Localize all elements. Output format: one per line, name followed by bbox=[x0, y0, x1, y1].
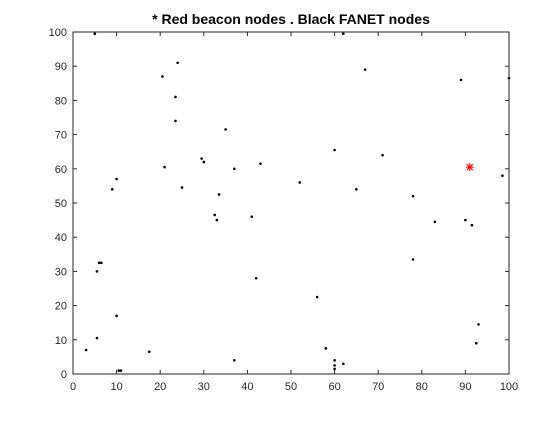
x-tick-label: 0 bbox=[70, 381, 76, 393]
y-tick-label: 30 bbox=[55, 266, 67, 278]
fanet-node-point bbox=[119, 369, 123, 372]
x-tick-label: 60 bbox=[328, 381, 340, 393]
fanet-node-point bbox=[333, 367, 336, 371]
fanet-node-point bbox=[176, 61, 179, 65]
beacon-node-marker bbox=[465, 163, 474, 172]
y-tick-label: 90 bbox=[55, 61, 67, 73]
x-tick-label: 40 bbox=[241, 381, 253, 393]
fanet-node-point bbox=[381, 153, 384, 157]
fanet-node-point bbox=[202, 160, 206, 164]
y-tick-label: 100 bbox=[49, 27, 67, 39]
fanet-node-point bbox=[250, 215, 254, 218]
axes-box bbox=[72, 31, 510, 375]
fanet-node-point bbox=[117, 369, 121, 372]
y-tick-label: 20 bbox=[55, 301, 67, 313]
plot-area bbox=[73, 32, 509, 374]
fanet-node-point bbox=[93, 32, 97, 36]
y-tick-label: 80 bbox=[55, 95, 67, 107]
fanet-node-point bbox=[217, 193, 221, 196]
points-layer bbox=[84, 32, 511, 372]
fanet-node-point bbox=[433, 220, 437, 224]
fanet-node-point bbox=[355, 188, 358, 191]
x-tick-label: 80 bbox=[416, 381, 428, 393]
y-tick-label: 50 bbox=[55, 198, 67, 210]
fanet-node-point bbox=[224, 128, 227, 131]
y-tick-label: 40 bbox=[55, 232, 67, 244]
chart-title: * Red beacon nodes . Black FANET nodes bbox=[152, 11, 430, 27]
fanet-node-point bbox=[315, 295, 319, 299]
fanet-node-point bbox=[363, 68, 367, 71]
fanet-node-point bbox=[259, 162, 262, 165]
fanet-node-point bbox=[95, 336, 99, 340]
fanet-node-point bbox=[233, 359, 236, 362]
fanet-node-point bbox=[115, 177, 118, 181]
fanet-node-point bbox=[233, 167, 236, 171]
fanet-node-point bbox=[84, 348, 88, 352]
fanet-node-point bbox=[470, 223, 474, 227]
fanet-node-point bbox=[95, 270, 99, 273]
fanet-node-point bbox=[110, 188, 114, 191]
fanet-node-point bbox=[411, 194, 415, 198]
x-tick-label: 30 bbox=[198, 381, 210, 393]
x-tick-label: 100 bbox=[500, 381, 518, 393]
y-tick-label: 0 bbox=[61, 369, 67, 381]
fanet-node-point bbox=[333, 364, 336, 367]
y-tick-label: 70 bbox=[55, 130, 67, 142]
fanet-node-point bbox=[333, 148, 336, 152]
x-tick-label: 90 bbox=[459, 381, 471, 393]
fanet-node-point bbox=[174, 95, 177, 99]
fanet-node-point bbox=[411, 258, 415, 261]
fanet-node-point bbox=[174, 119, 177, 123]
fanet-node-point bbox=[100, 261, 103, 265]
fanet-node-point bbox=[475, 341, 478, 345]
x-tick-label: 10 bbox=[110, 381, 122, 393]
fanet-node-point bbox=[161, 75, 164, 78]
fanet-node-point bbox=[477, 323, 480, 326]
fanet-node-point bbox=[254, 276, 258, 280]
fanet-node-point bbox=[163, 165, 166, 169]
fanet-node-point bbox=[97, 261, 101, 265]
fanet-node-point bbox=[213, 213, 216, 217]
x-tick-label: 70 bbox=[372, 381, 384, 393]
fanet-node-point bbox=[298, 181, 302, 184]
fanet-node-point bbox=[342, 32, 345, 36]
fanet-node-point bbox=[115, 314, 118, 318]
fanet-node-point bbox=[464, 218, 467, 222]
fanet-node-point bbox=[148, 350, 151, 354]
fanet-node-point bbox=[180, 186, 184, 189]
fanet-node-point bbox=[324, 347, 328, 350]
fanet-node-point bbox=[215, 218, 219, 222]
x-tick-label: 20 bbox=[154, 381, 166, 393]
y-tick-label: 60 bbox=[55, 164, 67, 176]
fanet-node-point bbox=[342, 362, 345, 366]
x-tick-label: 50 bbox=[285, 381, 297, 393]
fanet-node-point bbox=[200, 157, 203, 160]
fanet-node-point bbox=[459, 78, 463, 82]
fanet-node-point bbox=[333, 359, 336, 362]
y-tick-label: 10 bbox=[55, 335, 67, 347]
fanet-node-point bbox=[501, 174, 504, 177]
ticks-layer: 0 10 20 30 40 50 60 70 80 90 100 0 10 20 30 40 50 60 70 80 9… bbox=[49, 27, 519, 393]
